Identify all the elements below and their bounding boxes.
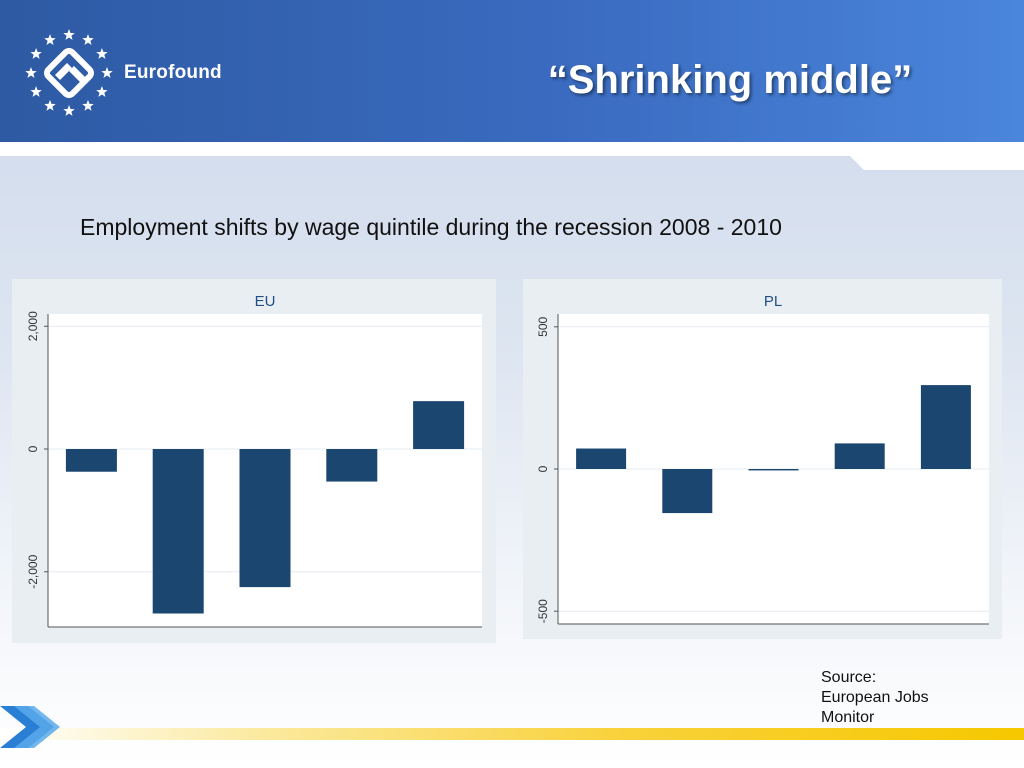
- logo-star: [96, 86, 108, 97]
- header-tab-shape: [850, 156, 1024, 170]
- pl-bar-chart: PL -500 0 500: [523, 279, 1002, 639]
- source-note: Source: European Jobs Monitor: [821, 668, 929, 728]
- logo-star: [96, 48, 108, 59]
- eu-ytick-label: 0: [26, 445, 40, 452]
- pl-bar-1: [576, 448, 627, 469]
- eu-chart-title: EU: [255, 293, 276, 310]
- eu-bar-4: [326, 449, 378, 482]
- logo-star: [30, 48, 42, 59]
- logo-star: [44, 34, 56, 45]
- header-divider: [0, 142, 1024, 156]
- eu-bar-5: [413, 401, 465, 450]
- logo-star: [101, 67, 113, 78]
- eu-bar-chart: EU -2,000 0 2,000: [12, 279, 496, 643]
- eu-ytick-label: -2,000: [26, 554, 40, 588]
- source-name-line1: European Jobs: [821, 689, 929, 706]
- pl-ytick-label: 500: [536, 316, 550, 336]
- logo-star: [44, 99, 56, 111]
- pl-bar-5: [920, 385, 971, 469]
- arrow-right-icon: [0, 706, 60, 748]
- pl-chart-title: PL: [764, 293, 782, 310]
- eu-bar-2: [152, 449, 204, 614]
- source-name-line2: Monitor: [821, 709, 875, 726]
- pl-bar-3: [748, 469, 799, 471]
- brand-name: Eurofound: [124, 62, 222, 83]
- logo-star: [82, 34, 94, 45]
- logo-star: [25, 67, 37, 78]
- pl-bar-2: [662, 469, 713, 514]
- footer-bar: [0, 728, 1024, 740]
- logo-star: [63, 105, 75, 116]
- eurofound-stars-logo-icon: [25, 29, 113, 116]
- source-label: Source:: [821, 669, 877, 686]
- eu-bar-3: [239, 449, 291, 588]
- logo-star: [82, 99, 94, 111]
- eu-ytick-label: 2,000: [26, 311, 40, 341]
- chart-subtitle: Employment shifts by wage quintile durin…: [80, 214, 782, 240]
- eu-bar-1: [65, 449, 117, 472]
- pl-ytick-label: 0: [536, 465, 550, 472]
- logo-star: [30, 86, 42, 97]
- header-banner: [0, 0, 1024, 142]
- logo-star: [63, 29, 75, 40]
- pl-ytick-label: -500: [536, 599, 550, 623]
- slide-title: “Shrinking middle”: [547, 58, 913, 102]
- pl-bar-4: [834, 443, 885, 469]
